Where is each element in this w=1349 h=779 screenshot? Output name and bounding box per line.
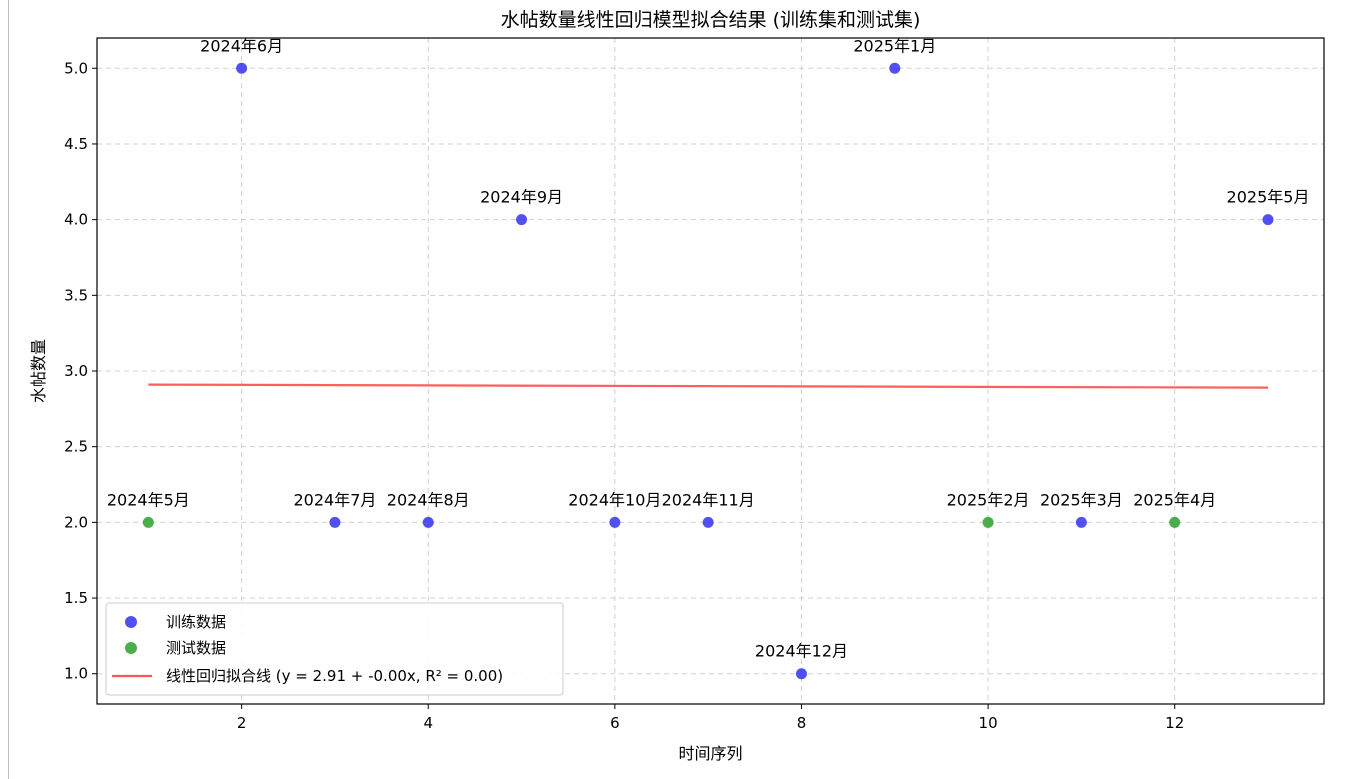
y-tick-label: 5.0: [64, 59, 88, 77]
x-tick-label: 4: [423, 714, 433, 732]
point-annotation: 2024年5月: [107, 490, 190, 509]
test-data-point: [142, 516, 154, 528]
chart-title: 水帖数量线性回归模型拟合结果 (训练集和测试集): [501, 9, 921, 31]
y-tick-label: 1.0: [64, 665, 88, 683]
legend-label-test: 测试数据: [166, 639, 226, 657]
x-tick-label: 6: [610, 714, 620, 732]
legend: 训练数据 测试数据 线性回归拟合线 (y = 2.91 + -0.00x, R²…: [105, 602, 564, 696]
y-tick-label: 4.0: [64, 211, 88, 229]
train-data-point: [236, 62, 248, 74]
legend-marker-test: [125, 642, 137, 654]
point-annotation: 2025年1月: [853, 36, 936, 55]
point-annotation: 2025年2月: [947, 490, 1030, 509]
legend-marker-train: [125, 616, 137, 628]
train-data-point: [889, 62, 901, 74]
y-tick-label: 3.0: [64, 362, 88, 380]
train-data-point: [1262, 214, 1274, 226]
point-annotations: 2024年5月 2024年6月 2024年7月 2024年8月 2024年9月 2024年…: [107, 36, 1310, 660]
point-annotation: 2024年10月: [568, 490, 661, 509]
train-data-point: [329, 516, 341, 528]
data-points: [142, 62, 1274, 680]
x-tick-label: 2: [237, 714, 247, 732]
train-data-point: [516, 214, 528, 226]
point-annotation: 2024年7月: [293, 490, 376, 509]
train-data-point: [795, 668, 807, 680]
regression-line-group: [148, 383, 1269, 389]
y-tick-label: 3.5: [64, 286, 88, 304]
x-tick-label: 8: [797, 714, 807, 732]
y-tick-label: 2.5: [64, 438, 88, 456]
regression-line: [148, 383, 1269, 389]
legend-label-train: 训练数据: [166, 613, 226, 631]
train-data-point: [702, 516, 714, 528]
test-data-point: [1169, 516, 1181, 528]
point-annotation: 2024年8月: [387, 490, 470, 509]
point-annotation: 2025年4月: [1133, 490, 1216, 509]
x-axis-label: 时间序列: [678, 744, 742, 763]
point-annotation: 2025年3月: [1040, 490, 1123, 509]
train-data-point: [609, 516, 621, 528]
window-left-edge: [8, 0, 9, 779]
axis-ticks: 2 4 6 8 10 12 1.0 1.5 2.0 2.5 3.0 3.5 4.0 4.5 5.0: [64, 59, 1184, 732]
legend-box: [105, 602, 564, 696]
point-annotation: 2024年9月: [480, 188, 563, 207]
y-tick-label: 1.5: [64, 589, 88, 607]
point-annotation: 2025年5月: [1227, 188, 1310, 207]
point-annotation: 2024年6月: [200, 36, 283, 55]
legend-label-fit: 线性回归拟合线 (y = 2.91 + -0.00x, R² = 0.00): [166, 667, 503, 685]
point-annotation: 2024年12月: [755, 642, 848, 661]
y-tick-label: 2.0: [64, 513, 88, 531]
x-tick-label: 10: [979, 714, 998, 732]
x-tick-label: 12: [1165, 714, 1184, 732]
train-data-point: [422, 516, 434, 528]
test-data-point: [982, 516, 994, 528]
point-annotation: 2024年11月: [662, 490, 755, 509]
y-tick-label: 4.5: [64, 135, 88, 153]
y-axis-label: 水帖数量: [29, 339, 48, 403]
train-data-point: [1075, 516, 1087, 528]
